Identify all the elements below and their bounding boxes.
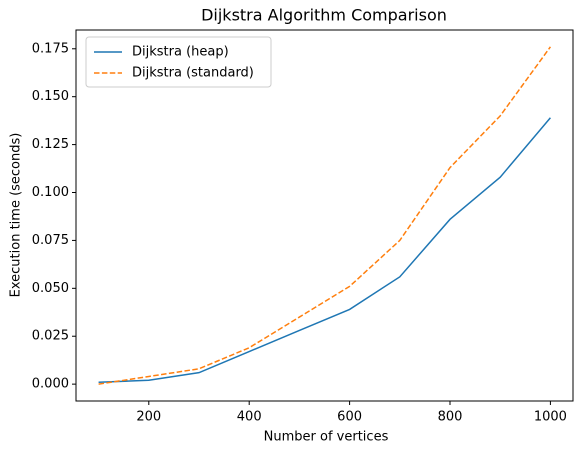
- y-axis-label: Execution time (seconds): [9, 133, 24, 298]
- legend-label: Dijkstra (standard): [132, 66, 254, 81]
- y-tick-label: 0.125: [32, 137, 69, 152]
- legend-box: [85, 36, 272, 88]
- legend-label: Dijkstra (heap): [132, 45, 229, 60]
- y-tick-label: 0.150: [32, 89, 69, 104]
- y-tick-label: 0.075: [32, 233, 69, 248]
- y-tick-label: 0.050: [32, 281, 69, 296]
- y-tick-label: 0.175: [32, 41, 69, 56]
- axes-frame: [75, 29, 574, 402]
- x-tick-label: 600: [337, 410, 362, 425]
- series-line: [98, 117, 551, 383]
- y-tick-label: 0.000: [32, 377, 69, 392]
- series-line: [98, 46, 552, 385]
- y-tick-label: 0.025: [32, 329, 69, 344]
- x-axis-label: Number of vertices: [264, 430, 389, 445]
- y-tick-label: 0.100: [32, 185, 69, 200]
- x-tick-label: 800: [438, 410, 463, 425]
- x-tick-label: 1000: [534, 410, 567, 425]
- x-tick-label: 400: [237, 410, 262, 425]
- chart-title: Dijkstra Algorithm Comparison: [201, 6, 447, 25]
- legend: Dijkstra (heap) Dijkstra (standard): [85, 36, 272, 88]
- x-tick-label: 200: [136, 410, 161, 425]
